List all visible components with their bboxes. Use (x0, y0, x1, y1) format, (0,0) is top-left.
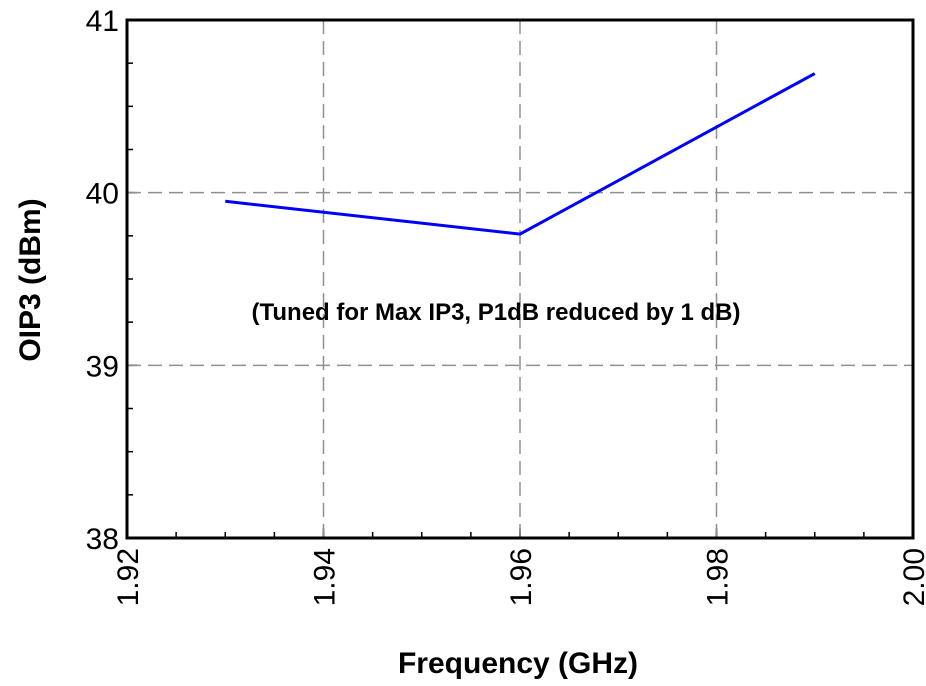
series-group (225, 72, 816, 236)
y-tick-labels: 38 39 40 41 (86, 5, 119, 556)
x-tick-label: 2.00 (898, 548, 926, 606)
y-tick-label: 40 (86, 178, 119, 211)
x-tick-label: 1.94 (309, 548, 342, 606)
series-line-0 (225, 72, 816, 236)
x-tick-label: 1.96 (505, 548, 538, 606)
grid-lines (127, 20, 913, 538)
y-tick-label: 38 (86, 523, 119, 556)
y-tick-label: 41 (86, 5, 119, 38)
x-tick-labels: 1.92 1.94 1.96 1.98 2.00 (112, 548, 926, 606)
x-tick-label: 1.92 (112, 548, 145, 606)
plot-frame (125, 18, 915, 540)
x-axis-title: Frequency (GHz) (398, 647, 638, 680)
x-tick-label: 1.98 (702, 548, 735, 606)
y-tick-label: 39 (86, 350, 119, 383)
chart-annotation: (Tuned for Max IP3, P1dB reduced by 1 dB… (252, 299, 741, 326)
y-axis-title: OIP3 (dBm) (14, 198, 47, 361)
